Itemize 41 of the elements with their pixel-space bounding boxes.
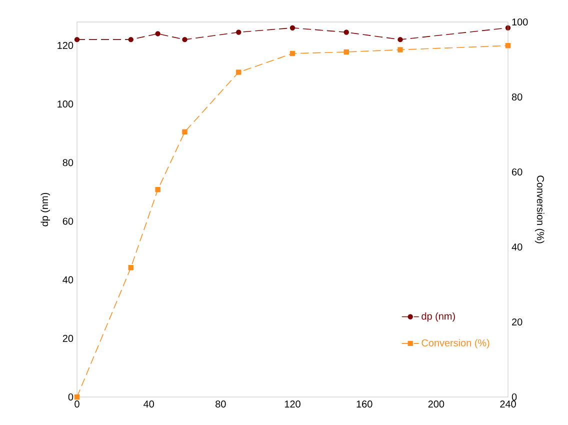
point [74,394,80,400]
point [182,129,188,134]
point [236,30,242,35]
y2-axis-title: Conversion (%) [534,176,544,244]
point [128,265,134,270]
point [128,36,134,42]
y-axis-title: dp (nm) [40,192,50,226]
y2-tick-label: 0 [512,393,517,401]
point [505,43,511,48]
point [290,25,296,30]
point [290,50,296,56]
y-tick-label: 0 [68,393,74,401]
y-tick-label: 60 [62,218,74,225]
point [344,49,349,55]
y2-tick-label: 20 [512,318,522,326]
point [182,36,188,42]
y-tick-label: 20 [62,334,74,342]
point [236,70,242,75]
y-tick-label: 80 [62,159,74,166]
y-tick-label: 120 [58,42,74,49]
x-tick-label: 160 [356,400,372,408]
y2-tick-label: 100 [512,18,528,26]
y2-tick-label: 60 [512,168,522,176]
legend-label: dp (nm) [422,312,455,322]
point [344,30,349,35]
y-tick-label: 100 [58,100,74,108]
legend-label: Conversion (%) [422,339,490,348]
point [155,187,160,192]
x-tick-label: 40 [144,400,154,408]
x-tick-label: 80 [216,400,226,408]
y2-tick-label: 80 [512,93,522,101]
point [155,31,160,36]
y2-tick-label: 40 [512,243,522,251]
point [74,36,80,42]
y-tick-label: 40 [62,276,74,284]
point [398,36,403,42]
x-tick-label: 0 [74,400,80,408]
x-tick-label: 240 [500,400,516,408]
x-tick-label: 200 [428,400,444,408]
x-tick-label: 120 [284,400,300,408]
point [398,47,403,52]
